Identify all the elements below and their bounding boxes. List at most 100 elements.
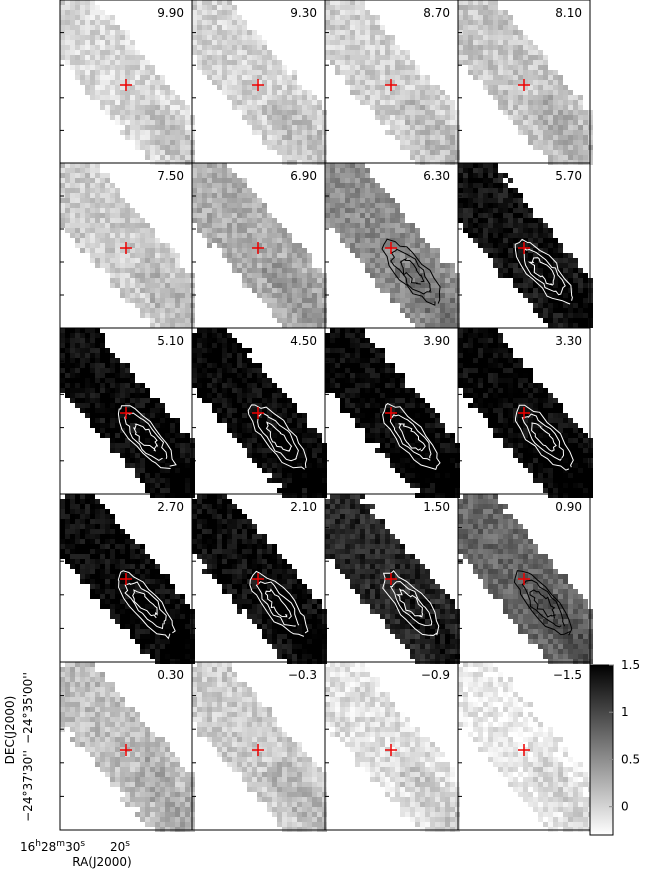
map-pixel	[212, 80, 217, 85]
map-pixel	[425, 135, 430, 140]
map-pixel	[292, 243, 297, 248]
map-pixel	[207, 328, 212, 333]
map-pixel	[445, 100, 450, 105]
map-pixel	[302, 483, 307, 488]
map-pixel	[548, 313, 553, 318]
map-pixel	[468, 40, 473, 45]
map-pixel	[120, 30, 125, 35]
map-pixel	[272, 268, 277, 273]
map-pixel	[360, 393, 365, 398]
map-pixel	[478, 50, 483, 55]
map-pixel	[583, 308, 588, 313]
map-pixel	[523, 203, 528, 208]
map-pixel	[330, 383, 335, 388]
map-pixel	[267, 303, 272, 308]
map-pixel	[227, 338, 232, 343]
map-pixel	[340, 383, 345, 388]
map-pixel	[302, 155, 307, 160]
map-pixel	[105, 248, 110, 253]
map-pixel	[155, 278, 160, 283]
map-pixel	[145, 458, 150, 463]
map-pixel	[202, 333, 207, 338]
map-pixel	[282, 288, 287, 293]
map-pixel	[155, 463, 160, 468]
map-pixel	[90, 30, 95, 35]
map-pixel	[65, 173, 70, 178]
map-pixel	[130, 75, 135, 80]
map-pixel	[355, 90, 360, 95]
map-pixel	[297, 130, 302, 135]
map-pixel	[165, 130, 170, 135]
map-pixel	[130, 208, 135, 213]
map-pixel	[355, 233, 360, 238]
map-pixel	[180, 125, 185, 130]
map-pixel	[483, 25, 488, 30]
map-pixel	[292, 145, 297, 150]
map-pixel	[350, 208, 355, 213]
map-pixel	[272, 125, 277, 130]
map-pixel	[80, 353, 85, 358]
map-pixel	[125, 438, 130, 443]
map-pixel	[207, 193, 212, 198]
map-pixel	[508, 15, 513, 20]
contour	[117, 405, 177, 470]
map-pixel	[483, 80, 488, 85]
map-pixel	[558, 323, 563, 328]
map-pixel	[90, 408, 95, 413]
map-pixel	[563, 140, 568, 145]
map-pixel	[197, 358, 202, 363]
map-pixel	[360, 85, 365, 90]
map-pixel	[307, 125, 312, 130]
map-pixel	[202, 208, 207, 213]
map-pixel	[222, 228, 227, 233]
map-pixel	[473, 15, 478, 20]
map-pixel	[297, 463, 302, 468]
map-pixel	[573, 140, 578, 145]
map-pixel	[150, 80, 155, 85]
map-pixel	[533, 125, 538, 130]
map-pixel	[145, 258, 150, 263]
map-pixel	[345, 238, 350, 243]
map-pixel	[202, 163, 207, 168]
map-pixel	[292, 258, 297, 263]
map-pixel	[212, 228, 217, 233]
map-pixel	[125, 75, 130, 80]
map-pixel	[95, 408, 100, 413]
map-pixel	[252, 198, 257, 203]
map-pixel	[120, 248, 125, 253]
map-pixel	[395, 213, 400, 218]
map-pixel	[197, 343, 202, 348]
map-pixel	[242, 258, 247, 263]
map-pixel	[60, 353, 65, 358]
map-pixel	[175, 253, 180, 258]
map-pixel	[282, 115, 287, 120]
map-pixel	[375, 358, 380, 363]
map-pixel	[573, 268, 578, 273]
map-pixel	[267, 228, 272, 233]
map-pixel	[335, 383, 340, 388]
map-pixel	[528, 253, 533, 258]
map-pixel	[317, 105, 322, 110]
map-pixel	[558, 135, 563, 140]
map-pixel	[420, 313, 425, 318]
map-pixel	[272, 65, 277, 70]
map-pixel	[70, 353, 75, 358]
map-pixel	[252, 223, 257, 228]
map-pixel	[165, 150, 170, 155]
map-pixel	[523, 130, 528, 135]
map-pixel	[297, 318, 302, 323]
map-pixel	[242, 80, 247, 85]
map-pixel	[252, 80, 257, 85]
map-pixel	[267, 423, 272, 428]
map-pixel	[155, 115, 160, 120]
map-pixel	[282, 408, 287, 413]
map-pixel	[150, 483, 155, 488]
map-pixel	[360, 60, 365, 65]
map-pixel	[105, 45, 110, 50]
map-pixel	[568, 288, 573, 293]
map-pixel	[252, 50, 257, 55]
map-pixel	[120, 95, 125, 100]
map-pixel	[355, 228, 360, 233]
map-pixel	[292, 120, 297, 125]
map-pixel	[197, 193, 202, 198]
